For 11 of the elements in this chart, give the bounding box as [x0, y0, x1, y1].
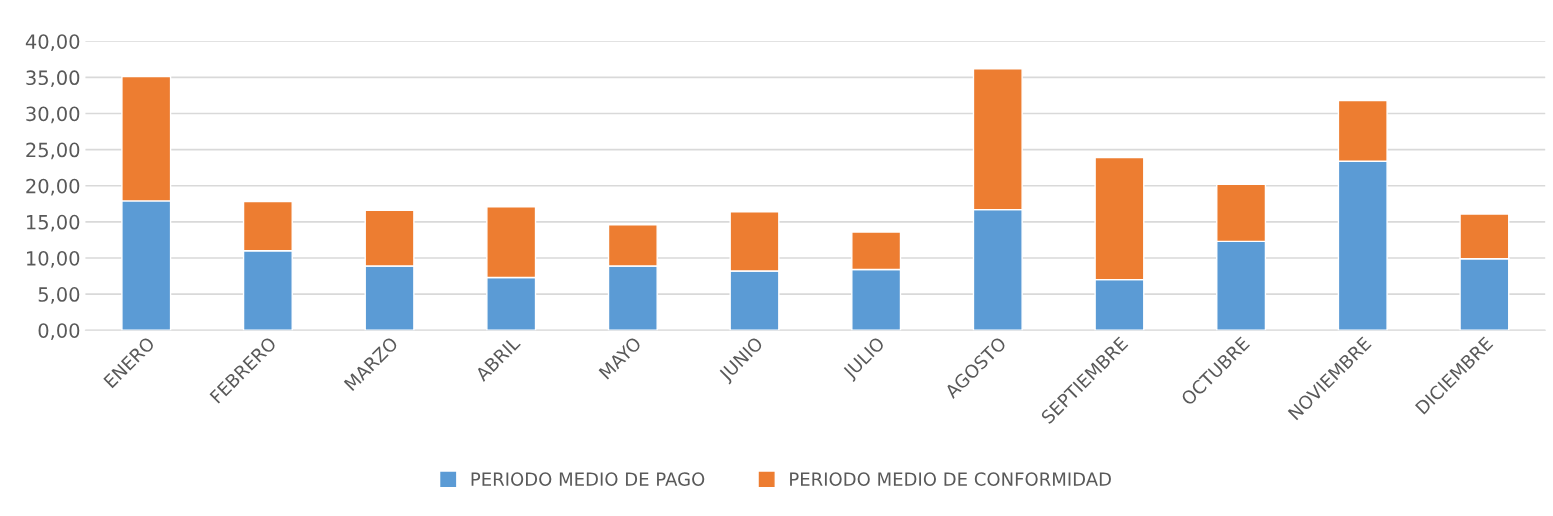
y-tick-label: 25,00 [26, 142, 80, 160]
y-tick-label: 10,00 [27, 250, 80, 268]
y-tick-label: 30,00 [26, 106, 80, 124]
y-tick-label: 15,00 [27, 214, 80, 232]
y-tick-label: 0,00 [38, 323, 80, 340]
legend-label: PERIODO MEDIO DE PAGO [471, 472, 705, 486]
y-tick-label: 35,00 [26, 70, 80, 88]
y-tick-label: 40,00 [25, 34, 80, 51]
legend-label: PERIODO MEDIO DE CONFORMIDAD [790, 472, 1111, 486]
y-tick-label: 5,00 [38, 287, 80, 304]
y-tick-label: 20,00 [26, 178, 80, 196]
